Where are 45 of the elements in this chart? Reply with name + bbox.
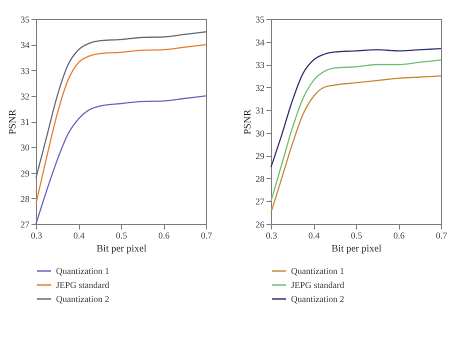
legend-label: Quantization 1: [56, 266, 110, 276]
x-tick-label: 0.3: [30, 230, 43, 240]
x-tick-label: 0.6: [393, 230, 406, 240]
line-series: [270, 59, 442, 202]
y-tick-label: 34: [20, 40, 30, 50]
x-tick-label: 0.5: [116, 230, 128, 240]
y-tick-label: 31: [256, 106, 264, 116]
y-tick-label: 33: [20, 66, 30, 76]
line-series: [35, 31, 207, 179]
x-axis-title: Bit per pixel: [96, 244, 147, 254]
x-tick-label: 0.7: [436, 230, 448, 240]
y-tick-label: 33: [256, 60, 265, 70]
x-tick-label: 0.4: [73, 230, 86, 240]
x-tick-label: 0.3: [266, 230, 278, 240]
y-tick-label: 26: [256, 220, 265, 230]
x-axis-title: Bit per pixel: [332, 244, 382, 254]
y-tick-label: 31: [20, 117, 30, 127]
legend-label: Quantization 2: [291, 294, 344, 304]
y-tick-label: 32: [20, 91, 30, 102]
legend-label: Quantization 2: [56, 294, 110, 304]
y-tick-label: 29: [256, 151, 265, 162]
y-tick-label: 28: [256, 174, 265, 184]
x-tick-label: 0.5: [350, 230, 363, 240]
y-tick-label: 28: [20, 194, 30, 204]
legend-label: JEPG standard: [56, 280, 110, 290]
y-tick-label: 30: [256, 128, 265, 138]
y-axis-title: PSNR: [242, 109, 254, 135]
y-tick-label: 35: [256, 14, 265, 24]
y-tick-label: 32: [256, 82, 264, 93]
y-tick-label: 35: [20, 14, 30, 24]
legend-label: Quantization 1: [291, 266, 344, 276]
y-tick-label: 27: [20, 220, 30, 230]
y-tick-label: 30: [20, 142, 30, 153]
y-axis-title: PSNR: [8, 109, 18, 135]
x-tick-label: 0.4: [308, 230, 320, 240]
line-series: [270, 48, 442, 168]
line-series: [35, 44, 207, 204]
y-tick-label: 29: [20, 168, 30, 178]
line-series: [270, 75, 442, 214]
x-tick-label: 0.6: [158, 230, 170, 240]
line-series: [35, 95, 207, 225]
x-tick-label: 0.7: [200, 230, 213, 240]
legend-label: JEPG standard: [291, 280, 345, 290]
y-tick-label: 34: [256, 37, 265, 48]
y-tick-label: 27: [256, 196, 265, 207]
